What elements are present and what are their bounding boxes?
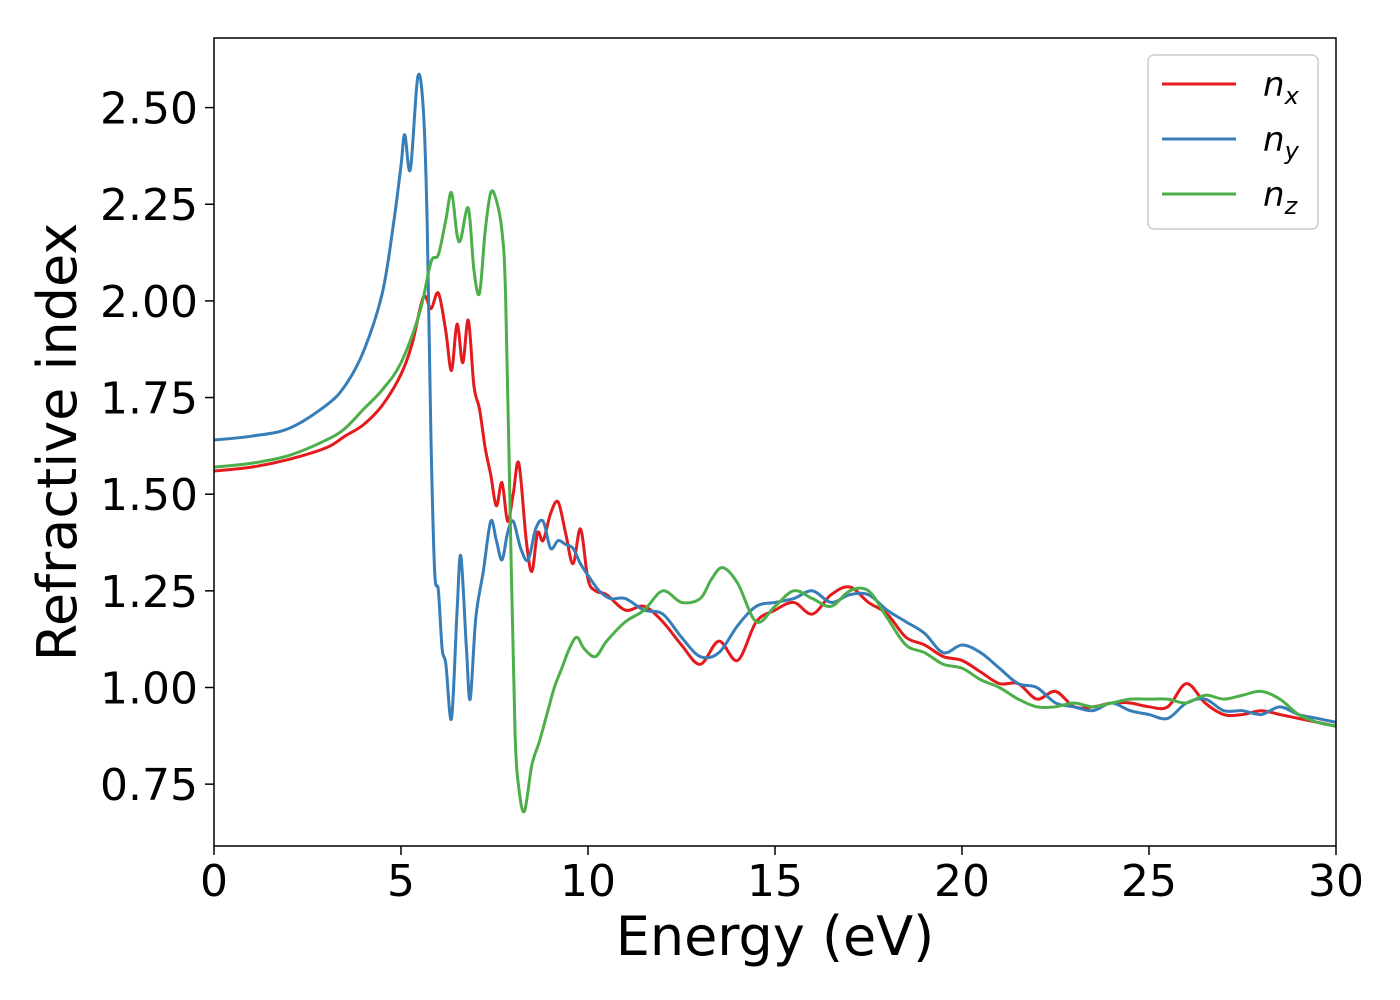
y-tick-label: 1.75: [100, 374, 198, 425]
series-line-nz: [214, 189, 1336, 814]
series-line-ny: [214, 72, 1336, 724]
y-tick-label: 1.00: [100, 663, 198, 714]
legend: nx ny nz: [1147, 54, 1319, 230]
legend-label-nz: nz: [1263, 175, 1299, 220]
y-axis: 0.75 1.00 1.25 1.50 1.75 2.00 2.25 2.50: [100, 84, 214, 811]
x-axis: 0 5 10 15 20 25 30: [200, 846, 1364, 907]
y-axis-label: Refractive index: [26, 223, 89, 662]
x-tick-label: 10: [560, 856, 616, 907]
series-layer: [214, 72, 1336, 814]
x-tick-label: 30: [1308, 856, 1364, 907]
x-tick-label: 20: [934, 856, 990, 907]
y-tick-label: 1.25: [100, 567, 198, 618]
x-tick-label: 5: [387, 856, 415, 907]
x-tick-label: 15: [747, 856, 803, 907]
y-tick-label: 0.75: [100, 760, 198, 811]
legend-frame: [1147, 54, 1319, 230]
y-tick-label: 1.50: [100, 470, 198, 521]
x-tick-label: 0: [200, 856, 228, 907]
y-tick-label: 2.25: [100, 180, 198, 231]
y-tick-label: 2.50: [100, 84, 198, 135]
y-tick-label: 2.00: [100, 277, 198, 328]
legend-label-nx: nx: [1263, 65, 1300, 110]
legend-label-ny: ny: [1263, 120, 1300, 165]
x-axis-label: Energy (eV): [616, 905, 935, 968]
x-tick-label: 25: [1121, 856, 1177, 907]
